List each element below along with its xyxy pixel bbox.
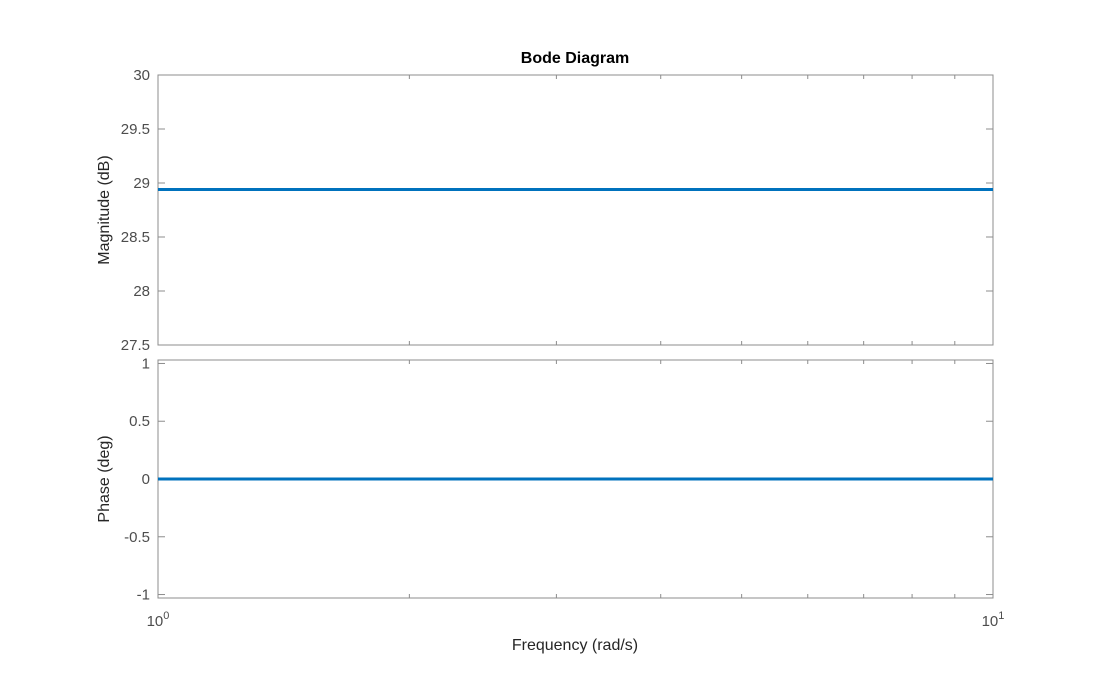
phase-panel: -1 -0.5 0 0.5 1 Phase (deg) [96,355,994,604]
magnitude-y-axis-title: Magnitude (dB) [96,155,113,264]
x-tick-label: 100 [147,610,170,630]
plot-panels: 27.5 28 28.5 29 29.5 30 Magnitude (dB) -1 -0.5 0 0… [96,67,1004,630]
magnitude-y-tick-label: 27.5 [121,337,150,354]
x-tick-label: 101 [982,610,1005,630]
magnitude-axes-frame [157,74,994,346]
phase-y-axis-title: Phase (deg) [96,435,113,522]
phase-y-tick-label: 0.5 [129,413,150,430]
magnitude-y-tick-label: 29 [133,175,150,192]
magnitude-panel: 27.5 28 28.5 29 29.5 30 Magnitude (dB) [96,67,994,354]
magnitude-y-tick-label: 30 [133,67,150,84]
magnitude-y-tick-label: 28.5 [121,229,150,246]
x-tick-label-exponent: 0 [163,610,169,622]
x-tick-label-base: 10 [982,613,999,630]
x-axis-title: Frequency (rad/s) [512,637,638,654]
phase-y-tick-label: -0.5 [124,529,150,546]
chart-title: Bode Diagram [521,50,629,67]
magnitude-y-tick-label: 29.5 [121,121,150,138]
phase-y-tick-label: 0 [142,471,150,488]
phase-y-tick-label: -1 [137,587,150,604]
x-tick-label-exponent: 1 [998,610,1004,622]
phase-y-tick-label: 1 [142,355,150,372]
magnitude-y-tick-label: 28 [133,283,150,300]
x-tick-label-base: 10 [147,613,164,630]
